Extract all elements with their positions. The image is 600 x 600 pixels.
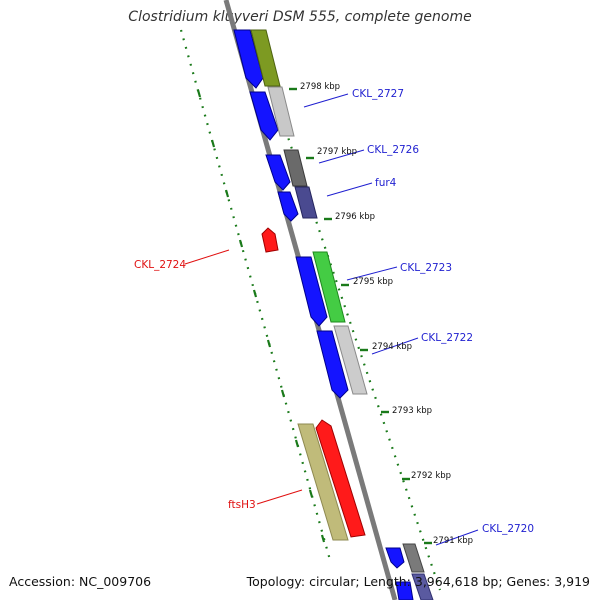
gene-label-ckl-2726[interactable]: CKL_2726	[367, 144, 419, 156]
kbp-labels: 2798 kbp 2797 kbp 2796 kbp 2795 kbp 2794…	[300, 82, 473, 546]
cds-arrow	[277, 191, 299, 222]
kbp-label: 2798 kbp	[300, 82, 340, 92]
map-title: Clostridium kluyveri DSM 555, complete g…	[128, 9, 472, 25]
cds-arrow	[295, 256, 328, 327]
cds-arrow	[316, 330, 349, 399]
kbp-label: 2792 kbp	[411, 471, 451, 481]
callout-lines	[184, 93, 479, 546]
kbp-label: 2796 kbp	[335, 212, 375, 222]
gene-box-olive	[250, 29, 281, 87]
gene-box-light-gray	[267, 86, 295, 137]
red-features	[261, 227, 366, 538]
gene-label-fur4[interactable]: fur4	[375, 177, 397, 189]
gene-box-slate-bottom	[411, 573, 434, 600]
outer-dotted-ring	[179, 29, 332, 561]
gene-label-ckl-2723[interactable]: CKL_2723	[400, 262, 452, 274]
cds-arrow	[249, 91, 279, 141]
gene-label-ftsh3[interactable]: ftsH3	[228, 499, 256, 511]
gene-box-dark-gray	[283, 149, 308, 187]
cds-arrow	[395, 581, 414, 600]
gene-box-green	[312, 251, 346, 323]
cds-arrow	[265, 154, 291, 191]
gene-box-light-gray-2	[333, 325, 368, 395]
gene-box-khaki	[297, 423, 349, 541]
kbp-label: 2797 kbp	[317, 147, 357, 157]
outer-ring-major-ticks	[196, 89, 326, 543]
cds-arrow	[385, 547, 405, 569]
accession-text: Accession: NC_009706	[9, 574, 152, 589]
kbp-label: 2795 kbp	[353, 277, 393, 287]
forward-strand-arrows	[233, 29, 414, 600]
gene-labels: CKL_2727 CKL_2726 fur4 CKL_2723 CKL_2722…	[134, 88, 534, 535]
cds-arrow	[233, 29, 264, 89]
gene-features	[250, 29, 434, 600]
kbp-label: 2794 kbp	[372, 342, 412, 352]
gene-box-slate	[294, 186, 318, 219]
kbp-label: 2791 kbp	[433, 536, 473, 546]
gene-label-ckl-2727[interactable]: CKL_2727	[352, 88, 404, 100]
genome-summary-text: Topology: circular; Length: 3,964,618 bp…	[246, 574, 590, 589]
kbp-label: 2793 kbp	[392, 406, 432, 416]
gene-box-gray-bottom	[402, 543, 425, 573]
gene-label-ckl-2722[interactable]: CKL_2722	[421, 332, 473, 344]
gene-label-ckl-2720[interactable]: CKL_2720	[482, 523, 534, 535]
gene-label-ckl-2724[interactable]: CKL_2724	[134, 259, 186, 271]
red-gene-arrow-small	[261, 227, 279, 253]
kbp-ticks	[289, 87, 432, 545]
red-gene-arrow-ftsh3	[315, 419, 366, 538]
